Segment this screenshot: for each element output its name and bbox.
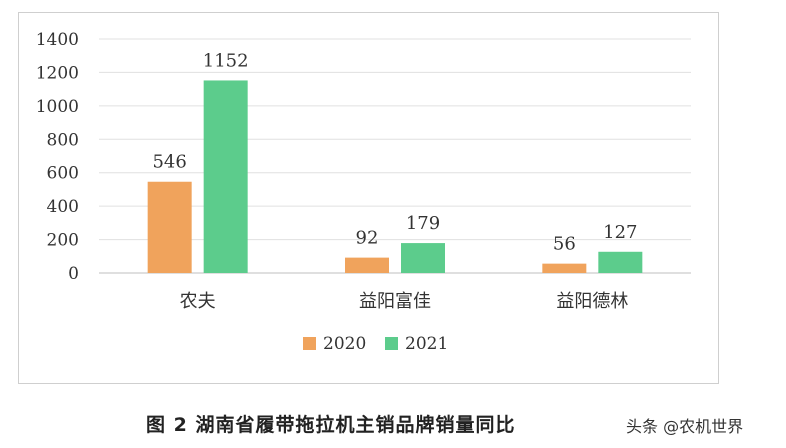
y-tick-label: 0	[68, 264, 79, 284]
y-tick-label: 800	[47, 130, 79, 150]
y-axis-ticks: 0 200 400 600 800 1000 1200 1400	[36, 30, 79, 284]
legend-label-2020: 2020	[323, 334, 366, 354]
data-label-2020-2: 56	[553, 234, 576, 255]
data-label-2020-0: 546	[152, 152, 186, 173]
bar-2021-2	[598, 251, 643, 273]
data-label-2021-2: 127	[603, 222, 637, 243]
legend-label-2021: 2021	[405, 334, 448, 354]
y-tick-label: 200	[47, 231, 79, 251]
bar-2020-0	[147, 181, 192, 273]
bar-2021-0	[203, 80, 248, 273]
y-tick-label: 600	[47, 164, 79, 184]
y-tick-label: 1400	[36, 30, 79, 50]
data-label-2021-1: 179	[406, 213, 440, 234]
data-labels: 546 1152 92 179 56 127	[152, 50, 637, 254]
bar-2020-2	[542, 263, 587, 273]
category-label: 益阳德林	[556, 291, 628, 312]
bars	[147, 80, 643, 273]
category-label: 农夫	[180, 291, 216, 312]
category-label: 益阳富佳	[359, 291, 431, 312]
legend-swatch-2020	[303, 337, 316, 350]
grid-lines	[99, 38, 691, 274]
legend-swatch-2021	[385, 337, 398, 350]
bar-2021-1	[401, 243, 445, 273]
chart-frame: 0 200 400 600 800 1000 1200 1400 546 1152 92 179 56…	[18, 12, 719, 384]
bar-2020-1	[345, 257, 389, 273]
y-tick-label: 1200	[36, 63, 79, 83]
y-tick-label: 400	[47, 197, 79, 217]
category-labels: 农夫 益阳富佳 益阳德林	[180, 291, 629, 312]
watermark: 头条 @农机世界	[626, 417, 744, 436]
bar-chart: 0 200 400 600 800 1000 1200 1400 546 1152 92 179 56…	[36, 30, 691, 354]
figure-caption: 图 2 湖南省履带拖拉机主销品牌销量同比	[146, 414, 516, 436]
legend: 2020 2021	[303, 334, 448, 354]
data-label-2020-1: 92	[356, 228, 379, 249]
y-tick-label: 1000	[36, 97, 79, 117]
data-label-2021-0: 1152	[203, 50, 249, 71]
